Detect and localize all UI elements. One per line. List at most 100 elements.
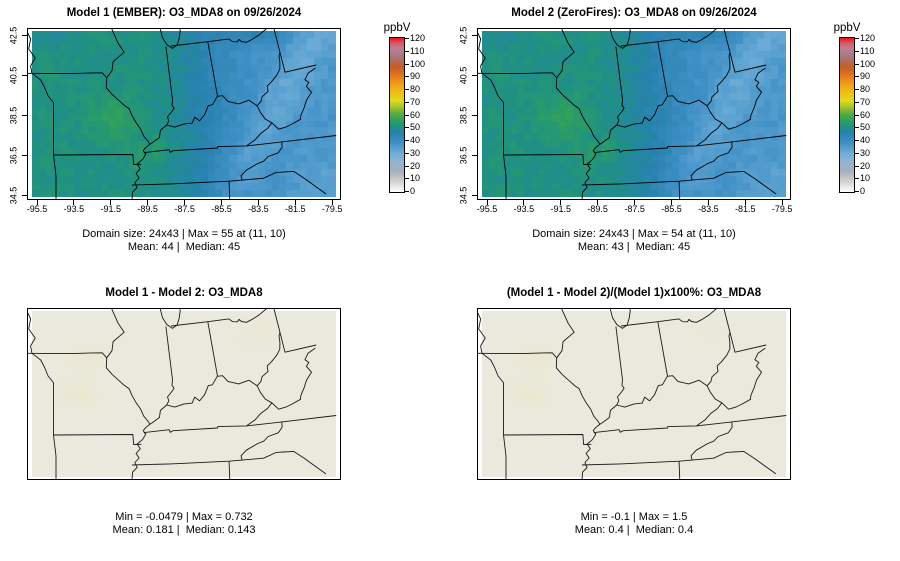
map-frame — [27, 28, 341, 200]
colorbar-tick-label: 100 — [410, 58, 426, 69]
state-border-line — [696, 347, 766, 427]
state-border-line — [657, 41, 668, 97]
state-border-line — [143, 415, 337, 435]
colorbar-tick-label: 90 — [860, 71, 871, 82]
panel-title: Model 1 - Model 2: O3_MDA8 — [105, 287, 263, 299]
x-tick-label: -87.5 — [624, 204, 645, 214]
colorbar-tick-label: 110 — [410, 45, 425, 56]
colorbar-tick-label: 40 — [860, 135, 871, 145]
x-tick-label: -81.5 — [735, 204, 756, 214]
caption-line-2: Mean: 0.181 | Median: 0.143 — [112, 524, 256, 536]
state-border-line — [581, 170, 777, 195]
colorbar-tick-label: 100 — [860, 58, 876, 69]
state-border-line — [478, 32, 504, 155]
x-tick-label: -89.5 — [137, 204, 158, 214]
state-border-line — [620, 318, 679, 327]
caption-line-1: Domain size: 24x43 | Max = 54 at (11, 10… — [532, 228, 736, 240]
colorbar-tick-label: 110 — [860, 45, 875, 56]
state-border-line — [706, 105, 723, 124]
state-border-line — [678, 29, 717, 43]
y-tick-label: 42.5 — [8, 26, 19, 44]
y-tick-label: 40.5 — [458, 66, 469, 84]
colorbar-unit-label: ppbV — [383, 22, 411, 34]
state-border-line — [706, 385, 723, 404]
state-border-line — [228, 181, 231, 199]
state-border-line — [478, 352, 558, 359]
state-border-line — [228, 461, 231, 479]
colorbar-tick-label: 60 — [410, 109, 421, 120]
state-border-line — [593, 135, 787, 155]
panel-bottom-right: (Model 1 - Model 2)/(Model 1)x100%: O3_M… — [450, 280, 900, 560]
state-border-line — [28, 72, 108, 79]
caption-line-2: Mean: 0.4 | Median: 0.4 — [574, 524, 694, 536]
x-tick-label: -85.5 — [661, 204, 682, 214]
state-border-line — [53, 434, 57, 479]
state-border-line — [615, 46, 625, 126]
x-tick-label: -81.5 — [285, 204, 306, 214]
y-tick-label: 36.5 — [458, 146, 469, 164]
y-tick-label: 38.5 — [458, 106, 469, 124]
x-tick-label: -91.5 — [550, 204, 572, 214]
raster-image — [32, 31, 336, 197]
state-border-line — [228, 309, 267, 323]
y-tick-label: 34.5 — [8, 186, 19, 204]
state-border-line — [678, 309, 717, 323]
x-tick-label: -87.5 — [174, 204, 195, 214]
state-border-line — [131, 170, 327, 195]
state-border-line — [657, 321, 668, 377]
state-border-line — [165, 46, 175, 126]
colorbar — [389, 37, 405, 193]
raster-image — [482, 31, 786, 197]
colorbar-tick-label: 60 — [860, 109, 871, 120]
state-border-line — [555, 309, 601, 479]
caption-line-2: Mean: 44 | Median: 45 — [127, 241, 241, 253]
state-border-line — [53, 154, 57, 199]
state-border-line — [593, 415, 787, 435]
x-tick-label: -93.5 — [513, 204, 535, 214]
colorbar-tick-label: 20 — [410, 160, 421, 171]
state-border-line — [165, 326, 175, 406]
x-tick-label: -91.5 — [100, 204, 122, 214]
state-border-line — [678, 181, 681, 199]
state-border-line — [256, 105, 273, 124]
panel-title: Model 1 (EMBER): O3_MDA8 on 09/26/2024 — [66, 7, 302, 19]
state-border-line — [503, 154, 592, 165]
state-border-line — [159, 309, 181, 329]
panel-top-left: Model 1 (EMBER): O3_MDA8 on 09/26/2024 -… — [0, 0, 450, 280]
x-tick-label: -85.5 — [211, 204, 232, 214]
colorbar-tick-label: 80 — [860, 84, 871, 94]
panel-top-right: Model 2 (ZeroFires): O3_MDA8 on 09/26/20… — [450, 0, 900, 280]
colorbar-tick-label: 40 — [410, 135, 421, 145]
x-tick-label: -83.5 — [698, 204, 719, 214]
state-border-line — [149, 52, 281, 145]
state-border-line — [28, 352, 108, 359]
colorbar-tick-label: 30 — [860, 147, 871, 158]
state-border-line — [143, 135, 337, 155]
colorbar-tick-label: 0 — [860, 186, 866, 196]
state-border-line — [723, 309, 767, 353]
state-borders-overlay — [28, 29, 337, 199]
colorbar-tick-label: 70 — [860, 96, 871, 107]
x-tick-label: -83.5 — [248, 204, 269, 214]
colorbar-tick-label: 50 — [860, 122, 871, 133]
state-border-line — [696, 67, 766, 147]
y-tick-label: 34.5 — [458, 186, 469, 204]
state-border-line — [690, 421, 733, 461]
state-border-line — [207, 41, 218, 97]
state-borders-overlay — [478, 309, 787, 479]
state-border-line — [105, 309, 151, 479]
panel-title: Model 2 (ZeroFires): O3_MDA8 on 09/26/20… — [511, 7, 757, 19]
x-tick-label: -95.5 — [26, 204, 48, 214]
panel-title: (Model 1 - Model 2)/(Model 1)x100%: O3_M… — [506, 287, 762, 299]
colorbar — [839, 37, 855, 193]
state-border-line — [615, 326, 625, 406]
x-tick-label: -79.5 — [321, 204, 343, 214]
x-tick-label: -89.5 — [587, 204, 608, 214]
state-border-line — [240, 141, 283, 181]
state-border-line — [273, 309, 317, 353]
state-border-line — [170, 38, 229, 47]
state-border-line — [228, 29, 267, 43]
caption-line-1: Domain size: 24x43 | Max = 55 at (11, 10… — [82, 228, 286, 240]
state-border-line — [555, 29, 601, 199]
